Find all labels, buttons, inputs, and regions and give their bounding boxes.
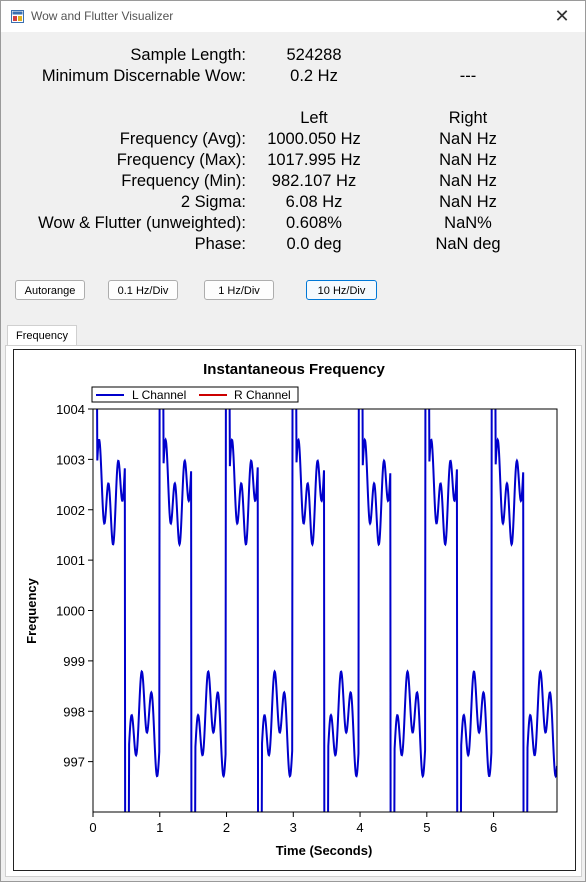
phase-label: Phase: [194, 235, 246, 253]
phase-left: 0.0 deg [286, 235, 342, 253]
x-tick-label: 4 [356, 820, 363, 835]
tab-frequency[interactable]: Frequency [7, 325, 77, 346]
y-tick-label: 997 [63, 755, 85, 770]
freq-avg-right: NaN Hz [439, 130, 497, 148]
sample-length-label: Sample Length: [130, 46, 246, 64]
zoom-0-1hz-button[interactable]: 0.1 Hz/Div [108, 280, 178, 300]
y-tick-label: 1004 [56, 402, 85, 417]
y-tick-label: 1003 [56, 452, 85, 467]
x-tick-label: 6 [490, 820, 497, 835]
header-left: Left [300, 109, 328, 127]
legend-box [91, 386, 299, 403]
legend: L Channel R Channel [91, 386, 299, 403]
wow-flutter-right: NaN% [444, 214, 492, 232]
y-tick-label: 1001 [56, 553, 85, 568]
y-tick-label: 999 [63, 654, 85, 669]
zoom-1hz-button[interactable]: 1 Hz/Div [204, 280, 274, 300]
min-wow-value: 0.2 Hz [290, 67, 338, 85]
autorange-button[interactable]: Autorange [15, 280, 85, 300]
freq-avg-label: Frequency (Avg): [119, 130, 246, 148]
frequency-chart: Instantaneous Frequency L Channel R Chan… [24, 361, 558, 858]
min-wow-label: Minimum Discernable Wow: [41, 67, 246, 85]
sample-length-value: 524288 [286, 46, 342, 64]
x-tick-label: 3 [290, 820, 297, 835]
close-icon[interactable]: ✕ [554, 6, 570, 26]
freq-max-label: Frequency (Max): [116, 151, 246, 169]
phase-right: NaN deg [435, 235, 501, 253]
x-tick-label: 1 [156, 820, 163, 835]
freq-max-right: NaN Hz [439, 151, 497, 169]
legend-l-label: L Channel [132, 388, 186, 402]
wow-flutter-label: Wow & Flutter (unweighted): [38, 214, 246, 232]
freq-min-label: Frequency (Min): [121, 172, 246, 190]
zoom-10hz-button[interactable]: 10 Hz/Div [306, 280, 377, 300]
freq-max-left: 1017.995 Hz [267, 151, 361, 169]
wow-flutter-left: 0.608% [286, 214, 342, 232]
freq-min-right: NaN Hz [439, 172, 497, 190]
window-title: Wow and Flutter Visualizer [31, 9, 174, 23]
chart-title: Instantaneous Frequency [203, 361, 385, 378]
two-sigma-right: NaN Hz [439, 193, 497, 211]
x-tick-label: 0 [89, 820, 96, 835]
app-icon [11, 10, 24, 23]
two-sigma-left: 6.08 Hz [285, 193, 343, 211]
header-right: Right [448, 109, 488, 127]
freq-min-left: 982.107 Hz [271, 172, 357, 190]
y-tick-label: 1000 [56, 604, 85, 619]
chart-area: Instantaneous Frequency L Channel R Chan… [13, 349, 576, 871]
x-axis-label: Time (Seconds) [276, 843, 373, 858]
x-tick-label: 5 [423, 820, 430, 835]
series-l-channel-line [96, 409, 557, 812]
y-tick-label: 998 [63, 704, 85, 719]
freq-avg-left: 1000.050 Hz [267, 130, 361, 148]
two-sigma-label: 2 Sigma: [180, 193, 246, 211]
title-bar: Wow and Flutter Visualizer ✕ [1, 1, 585, 32]
legend-r-label: R Channel [234, 388, 291, 402]
min-wow-right: --- [459, 67, 477, 85]
y-axis-label: Frequency [24, 577, 39, 644]
y-tick-label: 1002 [56, 503, 85, 518]
x-tick-label: 2 [223, 820, 230, 835]
